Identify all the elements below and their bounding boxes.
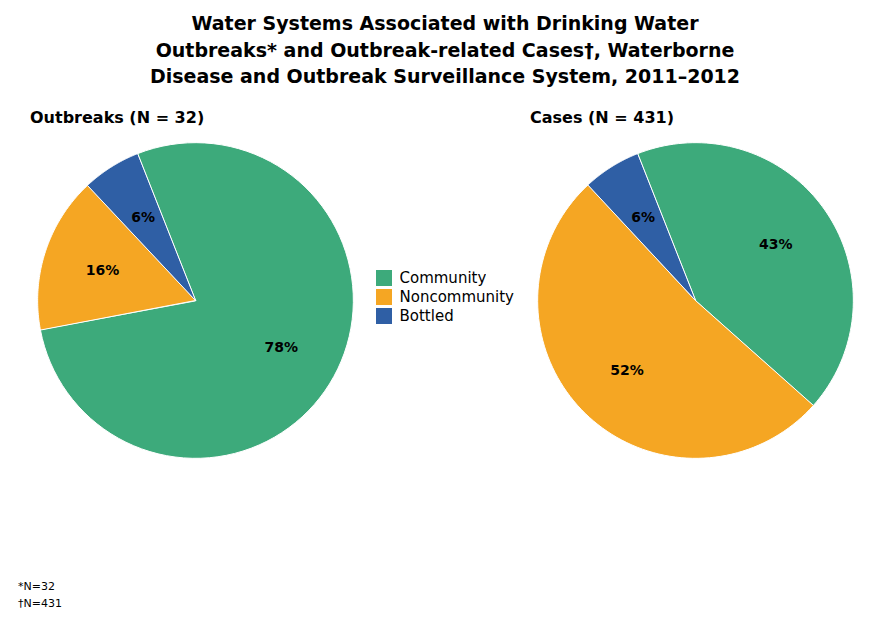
svg-text:52%: 52%: [610, 362, 644, 378]
html-text:†N=431: †N=431: [18, 596, 62, 610]
html-text:Water Systems Associated with: Water Systems Associated with Drinking W…: [149, 12, 740, 88]
html-text:*N=32: *N=32: [18, 580, 55, 593]
html-text:Cases (N = 431): Cases (N = 431): [530, 107, 674, 127]
svg-text:16%: 16%: [86, 262, 120, 278]
svg-text:43%: 43%: [759, 236, 793, 252]
html-text:Bottled: Bottled: [399, 307, 454, 325]
html-text:Community: Community: [399, 269, 487, 287]
svg-text:6%: 6%: [631, 209, 655, 225]
svg-text:78%: 78%: [264, 339, 298, 355]
svg-text:6%: 6%: [131, 209, 155, 225]
html-text:Noncommunity: Noncommunity: [399, 288, 514, 306]
html-text:Outbreaks (N = 32): Outbreaks (N = 32): [30, 107, 205, 127]
